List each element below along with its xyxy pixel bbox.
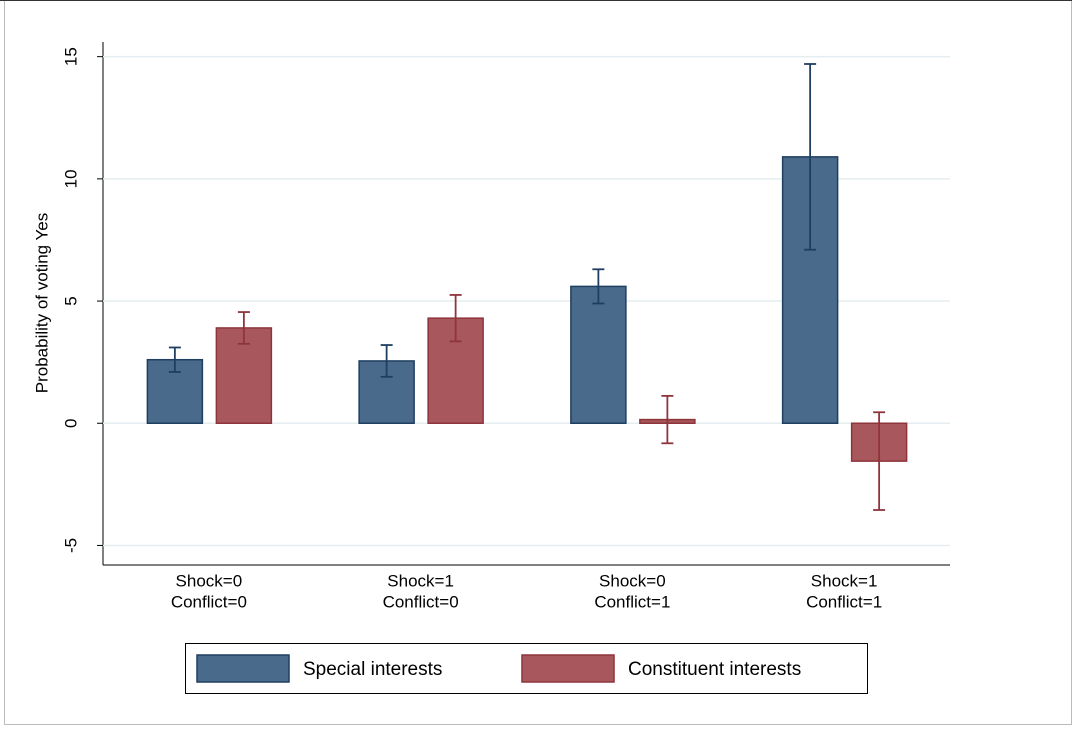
x-tick-label: Conflict=1	[806, 592, 882, 611]
error-bar	[237, 311, 250, 345]
y-tick-label: -5	[61, 538, 80, 553]
legend-swatch	[196, 654, 290, 683]
error-bar	[873, 411, 886, 511]
x-tick-label: Shock=1	[811, 571, 878, 590]
x-tick-label: Shock=0	[176, 571, 243, 590]
x-tick-label: Conflict=1	[594, 592, 670, 611]
legend-label: Constituent interests	[628, 659, 801, 680]
y-tick-label: 0	[61, 419, 80, 428]
x-tick-label: Conflict=0	[171, 592, 247, 611]
error-bar	[380, 344, 393, 378]
legend-label: Special interests	[303, 659, 442, 680]
x-tick-label: Shock=1	[387, 571, 454, 590]
legend-swatch	[521, 654, 615, 683]
x-tick-label: Shock=0	[599, 571, 666, 590]
error-bar	[592, 268, 605, 305]
x-tick-label: Conflict=0	[383, 592, 459, 611]
error-bar	[449, 294, 462, 343]
error-bar	[804, 63, 817, 251]
y-tick-label: 5	[61, 296, 80, 305]
y-tick-label: 15	[61, 47, 80, 66]
error-bar	[168, 346, 181, 373]
y-axis-title: Probability of voting Yes	[32, 213, 51, 394]
error-bar	[661, 394, 674, 445]
bar	[570, 285, 627, 425]
y-tick-label: 10	[61, 169, 80, 188]
